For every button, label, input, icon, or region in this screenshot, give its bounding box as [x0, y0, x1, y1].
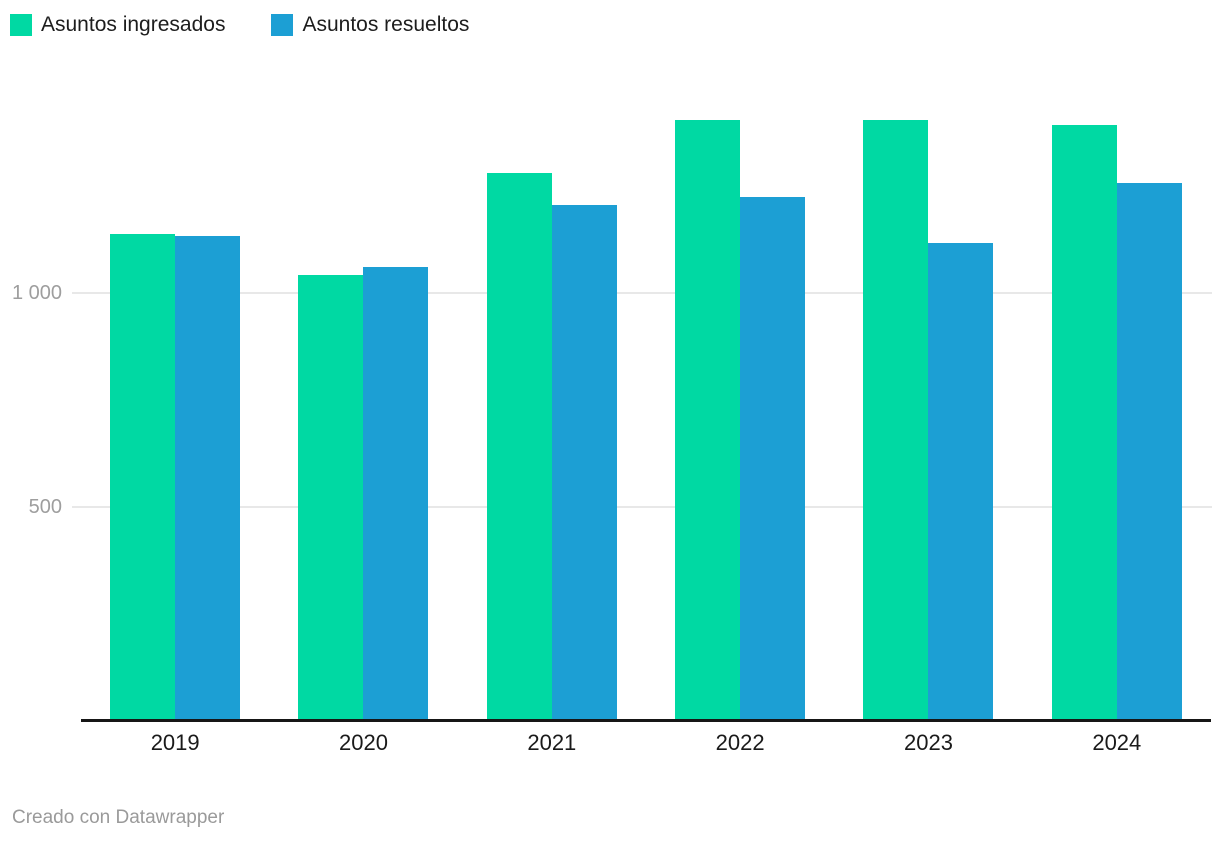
- bar-group-2019: [81, 60, 269, 721]
- datawrapper-credit-link[interactable]: Creado con Datawrapper: [12, 807, 225, 828]
- bar-asuntos-resueltos-2021[interactable]: [551, 205, 617, 721]
- plot-area: 500 1 000: [0, 60, 1220, 722]
- legend: Asuntos ingresados Asuntos resueltos: [10, 13, 469, 37]
- bar-asuntos-ingresados-2023[interactable]: [863, 120, 929, 721]
- x-label-2021: 2021: [527, 730, 577, 755]
- x-axis-line: [81, 719, 1211, 722]
- ytick-label-500: 500: [28, 496, 62, 519]
- x-label-2022: 2022: [715, 730, 765, 755]
- bar-group-2024: [1023, 60, 1211, 721]
- bar-group-2021: [458, 60, 646, 721]
- bar-asuntos-ingresados-2022[interactable]: [675, 120, 741, 721]
- gridline-1000: [72, 292, 1212, 295]
- bar-group-2023: [834, 60, 1022, 721]
- ytick-label-1000: 1 000: [11, 282, 62, 305]
- bars-row: [81, 60, 1211, 721]
- legend-swatch-ingresados: [10, 14, 32, 36]
- legend-item-ingresados: Asuntos ingresados: [10, 13, 225, 37]
- x-label-2024: 2024: [1092, 730, 1142, 755]
- bar-asuntos-ingresados-2019[interactable]: [110, 234, 176, 721]
- footer: Creado con Datawrapper: [12, 807, 224, 829]
- bar-asuntos-ingresados-2024[interactable]: [1051, 125, 1117, 721]
- legend-swatch-resueltos: [271, 14, 294, 36]
- legend-label-resueltos: Asuntos resueltos: [302, 13, 470, 36]
- x-label-2020: 2020: [339, 730, 388, 755]
- x-axis-labels: 2019 2020 2021 2022 2023 2024: [81, 730, 1211, 756]
- legend-label-ingresados: Asuntos ingresados: [41, 13, 226, 36]
- bar-asuntos-resueltos-2019[interactable]: [175, 236, 241, 721]
- x-label-2023: 2023: [904, 730, 953, 755]
- x-label-2019: 2019: [150, 730, 200, 755]
- bar-asuntos-resueltos-2023[interactable]: [928, 243, 994, 721]
- gridline-500: [72, 506, 1212, 509]
- bar-group-2020: [269, 60, 457, 721]
- bar-group-2022: [646, 60, 834, 721]
- bar-asuntos-ingresados-2020[interactable]: [298, 275, 364, 721]
- bar-asuntos-ingresados-2021[interactable]: [486, 173, 552, 721]
- bar-asuntos-resueltos-2022[interactable]: [740, 197, 806, 721]
- legend-item-resueltos: Asuntos resueltos: [271, 13, 469, 37]
- bar-asuntos-resueltos-2020[interactable]: [363, 267, 429, 721]
- bar-asuntos-resueltos-2024[interactable]: [1116, 183, 1182, 721]
